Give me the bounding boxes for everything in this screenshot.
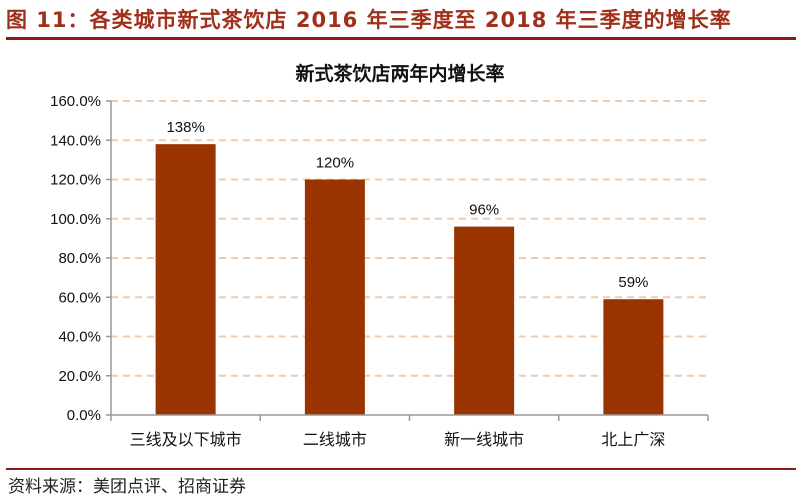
y-tick-label: 160.0% [50, 93, 101, 110]
data-label: 120% [316, 155, 354, 172]
data-label: 138% [166, 119, 204, 136]
bar [304, 179, 365, 415]
bar [155, 144, 216, 416]
figure-title: 图 11：各类城市新式茶饮店 2016 年三季度至 2018 年三季度的增长率 [6, 8, 732, 32]
source-note: 资料来源：美团点评、招商证券 [8, 477, 246, 497]
y-tick-label: 120.0% [50, 172, 101, 189]
x-tick-label: 三线及以下城市 [130, 431, 242, 449]
top-divider [6, 37, 796, 40]
x-tick-label: 新一线城市 [444, 431, 524, 449]
y-tick-label: 100.0% [50, 211, 101, 228]
y-tick-label: 140.0% [50, 132, 101, 149]
y-tick-label: 20.0% [58, 368, 101, 385]
y-tick-label: 80.0% [58, 250, 101, 267]
y-tick-label: 60.0% [58, 289, 101, 306]
y-tick-label: 0.0% [67, 407, 101, 424]
x-tick-label: 北上广深 [601, 431, 665, 449]
data-label: 59% [618, 274, 648, 291]
x-tick-label: 二线城市 [303, 431, 367, 449]
y-tick-label: 40.0% [58, 329, 101, 346]
bar [603, 299, 664, 415]
bar [454, 226, 515, 415]
bottom-divider [6, 468, 796, 470]
data-label: 96% [469, 202, 499, 219]
chart-title: 新式茶饮店两年内增长率 [295, 62, 504, 85]
